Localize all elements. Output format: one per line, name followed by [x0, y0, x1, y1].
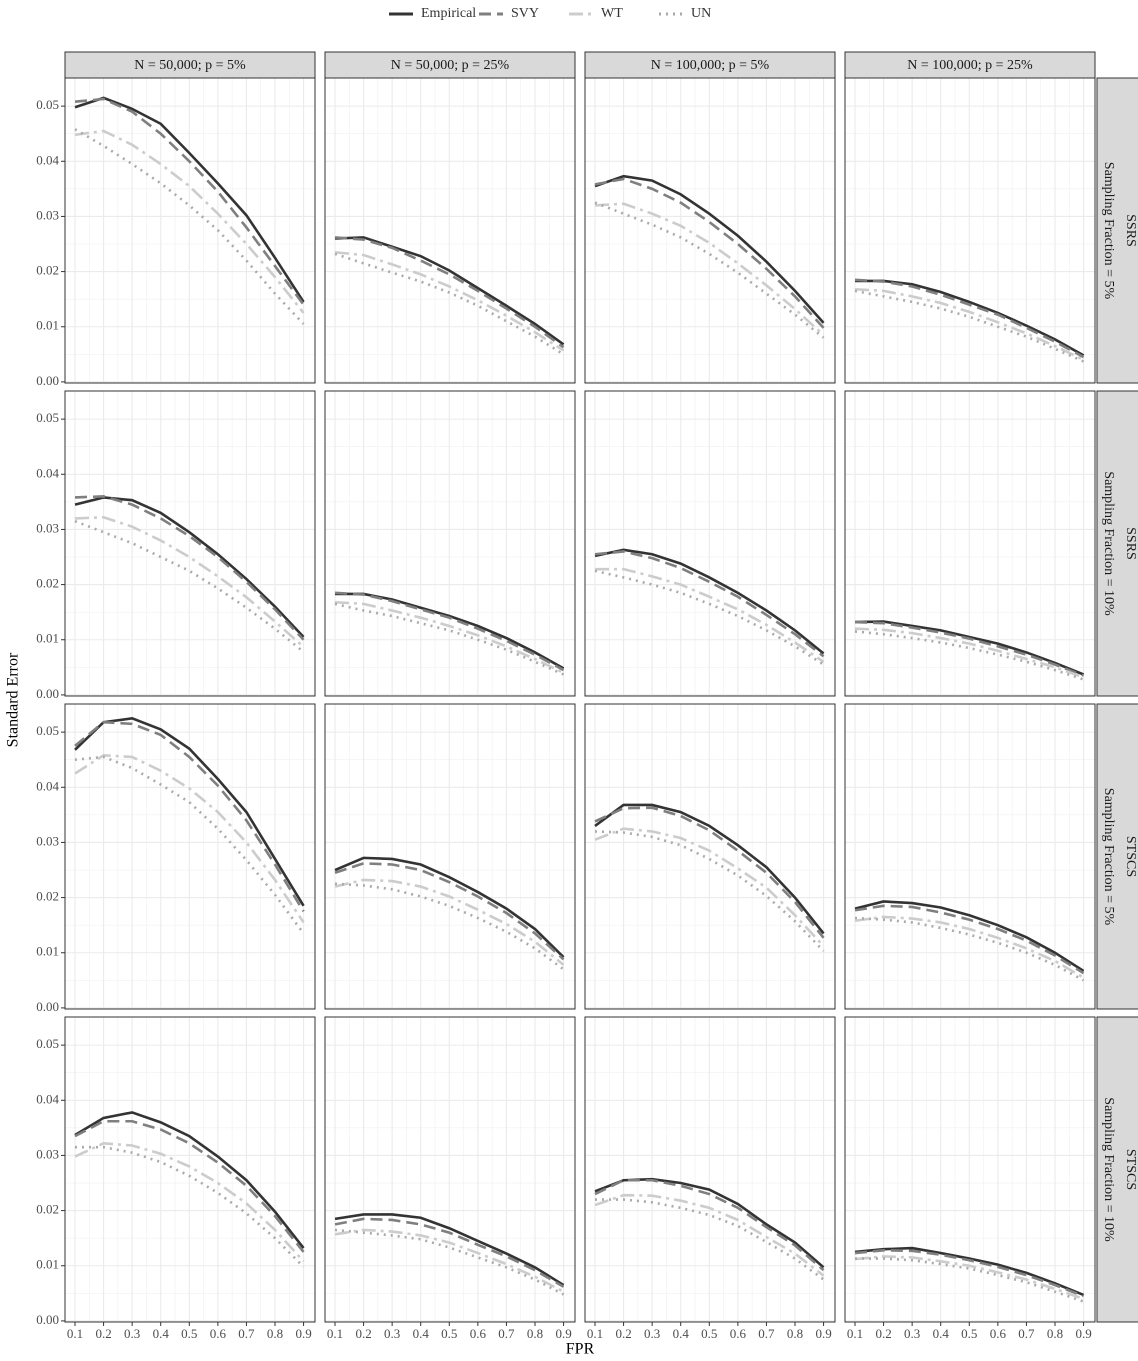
x-tick-label: 0.8 [787, 1326, 803, 1341]
x-tick-label: 0.3 [124, 1326, 140, 1341]
x-tick-label: 0.1 [327, 1326, 343, 1341]
panel-background [585, 391, 835, 696]
x-tick-label: 0.1 [67, 1326, 83, 1341]
y-tick-label: 0.05 [36, 723, 59, 738]
y-tick-label: 0.02 [36, 889, 59, 904]
x-tick-label: 0.8 [267, 1326, 283, 1341]
y-tick-label: 0.00 [36, 999, 59, 1014]
x-tick-label: 0.2 [95, 1326, 111, 1341]
panel-background [845, 78, 1095, 383]
row-design-label: STSCS [1123, 836, 1138, 877]
panel-background [325, 78, 575, 383]
x-axis-label: FPR [566, 1341, 595, 1358]
legend-label: UN [691, 6, 711, 21]
legend-label: SVY [511, 6, 539, 21]
y-tick-label: 0.00 [36, 1312, 59, 1327]
x-tick-label: 0.5 [181, 1326, 197, 1341]
panel-background [65, 391, 315, 696]
x-tick-label: 0.9 [555, 1326, 571, 1341]
x-tick-label: 0.2 [875, 1326, 891, 1341]
x-tick-label: 0.4 [933, 1326, 950, 1341]
panel-background [65, 78, 315, 383]
y-tick-label: 0.02 [36, 1202, 59, 1217]
y-tick-label: 0.05 [36, 410, 59, 425]
y-tick-label: 0.01 [36, 1257, 59, 1272]
y-tick-label: 0.03 [36, 1146, 59, 1161]
x-tick-label: 0.9 [295, 1326, 311, 1341]
x-tick-label: 0.6 [210, 1326, 227, 1341]
x-tick-label: 0.7 [1018, 1326, 1035, 1341]
panel-background [845, 391, 1095, 696]
row-fraction-label: Sampling Fraction = 5% [1101, 788, 1116, 926]
y-tick-label: 0.01 [36, 944, 59, 959]
x-tick-label: 0.6 [470, 1326, 487, 1341]
x-tick-label: 0.5 [961, 1326, 977, 1341]
x-tick-label: 0.5 [441, 1326, 457, 1341]
y-tick-label: 0.04 [36, 152, 59, 167]
y-tick-label: 0.02 [36, 263, 59, 278]
x-tick-label: 0.4 [673, 1326, 690, 1341]
x-tick-label: 0.3 [384, 1326, 400, 1341]
y-tick-label: 0.05 [36, 97, 59, 112]
x-tick-label: 0.6 [730, 1326, 747, 1341]
row-design-label: SSRS [1123, 214, 1138, 247]
panel-background [325, 1017, 575, 1322]
row-design-label: SSRS [1123, 527, 1138, 560]
y-tick-label: 0.03 [36, 833, 59, 848]
x-tick-label: 0.4 [153, 1326, 170, 1341]
legend-label: Empirical [421, 6, 476, 21]
x-tick-label: 0.7 [758, 1326, 775, 1341]
x-tick-label: 0.7 [498, 1326, 515, 1341]
panel-background [325, 391, 575, 696]
x-tick-label: 0.2 [355, 1326, 371, 1341]
row-fraction-label: Sampling Fraction = 5% [1101, 162, 1116, 300]
x-tick-label: 0.6 [990, 1326, 1007, 1341]
y-axis-label: Standard Error [5, 652, 22, 747]
panel-background [325, 704, 575, 1009]
panel-background [65, 1017, 315, 1322]
y-tick-label: 0.04 [36, 1091, 59, 1106]
x-tick-label: 0.7 [238, 1326, 255, 1341]
row-fraction-label: Sampling Fraction = 10% [1101, 471, 1116, 616]
y-tick-label: 0.01 [36, 631, 59, 646]
legend-label: WT [601, 6, 623, 21]
x-tick-label: 0.5 [701, 1326, 717, 1341]
column-label: N = 100,000; p = 5% [651, 58, 770, 73]
x-tick-label: 0.1 [847, 1326, 863, 1341]
panel-background [585, 78, 835, 383]
row-design-label: STSCS [1123, 1149, 1138, 1190]
x-tick-label: 0.8 [1047, 1326, 1063, 1341]
x-tick-label: 0.8 [527, 1326, 543, 1341]
y-tick-label: 0.04 [36, 778, 59, 793]
x-tick-label: 0.1 [587, 1326, 603, 1341]
y-tick-label: 0.03 [36, 520, 59, 535]
panel-background [845, 1017, 1095, 1322]
x-tick-label: 0.9 [815, 1326, 831, 1341]
x-tick-label: 0.3 [904, 1326, 920, 1341]
chart: Standard Error FPR Empirical SVY WT UN N = 5… [0, 0, 1138, 1361]
column-label: N = 50,000; p = 25% [391, 58, 510, 73]
y-tick-label: 0.01 [36, 318, 59, 333]
x-tick-label: 0.9 [1075, 1326, 1091, 1341]
panel-background [585, 1017, 835, 1322]
y-tick-label: 0.04 [36, 465, 59, 480]
column-label: N = 100,000; p = 25% [907, 58, 1033, 73]
x-tick-label: 0.3 [644, 1326, 660, 1341]
panel-background [585, 704, 835, 1009]
column-label: N = 50,000; p = 5% [134, 58, 246, 73]
x-tick-label: 0.2 [615, 1326, 631, 1341]
row-fraction-label: Sampling Fraction = 10% [1101, 1097, 1116, 1242]
y-tick-label: 0.00 [36, 373, 59, 388]
y-tick-label: 0.02 [36, 576, 59, 591]
y-tick-label: 0.05 [36, 1036, 59, 1051]
y-tick-label: 0.00 [36, 686, 59, 701]
y-tick-label: 0.03 [36, 207, 59, 222]
x-tick-label: 0.4 [413, 1326, 430, 1341]
